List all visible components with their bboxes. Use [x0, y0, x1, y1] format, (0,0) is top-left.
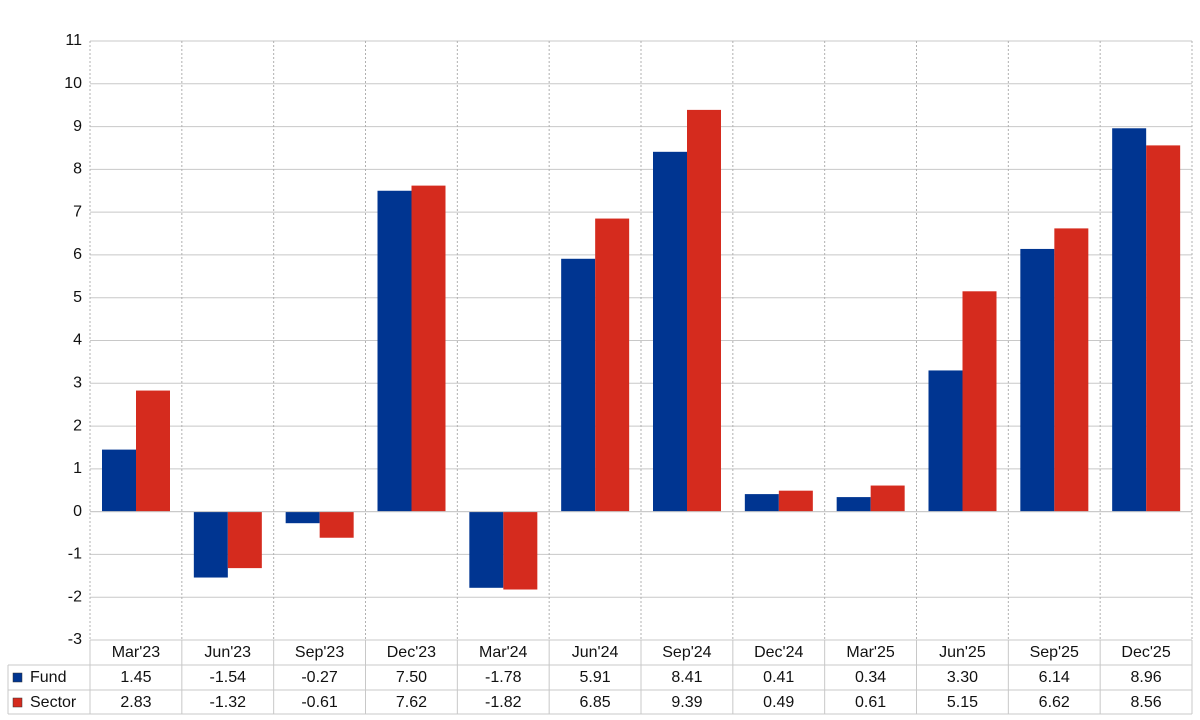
y-tick-label: 7 [73, 203, 82, 220]
bar [653, 151, 687, 512]
x-tick-label: Mar'23 [112, 644, 161, 661]
y-tick-label: 8 [73, 161, 82, 178]
x-tick-label: Dec'25 [1121, 644, 1170, 661]
table-value: 3.30 [947, 669, 978, 686]
table-value: 6.14 [1039, 669, 1070, 686]
table-value: 0.61 [855, 694, 886, 711]
bar [870, 485, 905, 512]
x-tick-label: Sep'25 [1030, 644, 1079, 661]
x-tick-label: Dec'23 [387, 644, 436, 661]
table-value: -1.54 [210, 669, 247, 686]
bar [962, 291, 997, 512]
table-value: -0.27 [301, 669, 338, 686]
x-tick-label: Mar'25 [846, 644, 895, 661]
bar [136, 390, 170, 512]
y-tick-label: 9 [73, 118, 82, 135]
y-tick-label: 5 [73, 289, 82, 306]
bar [561, 258, 596, 512]
table-value: 5.15 [947, 694, 978, 711]
y-tick-label: 6 [73, 246, 82, 263]
table-value: -1.32 [210, 694, 247, 711]
bar [1112, 128, 1147, 512]
table-value: 7.62 [396, 694, 427, 711]
bar [377, 190, 412, 512]
y-tick-label: 10 [64, 75, 82, 92]
legend-swatch [12, 697, 23, 708]
y-tick-label: -2 [68, 588, 82, 605]
table-value: 0.49 [763, 694, 794, 711]
bar [227, 511, 262, 569]
table-value: 0.41 [763, 669, 794, 686]
table-value: 2.83 [120, 694, 151, 711]
table-value: 8.56 [1131, 694, 1162, 711]
legend-label: Sector [30, 694, 77, 711]
bar [193, 511, 228, 578]
table-value: 6.62 [1039, 694, 1070, 711]
bar [1020, 248, 1055, 512]
table-value: -1.82 [485, 694, 522, 711]
y-tick-label: 1 [73, 460, 82, 477]
y-tick-label: 2 [73, 417, 82, 434]
table-value: 8.41 [671, 669, 702, 686]
table-value: 6.85 [580, 694, 611, 711]
bar [503, 511, 538, 590]
table-value: 9.39 [671, 694, 702, 711]
x-tick-label: Jun'23 [204, 644, 251, 661]
bar [411, 185, 446, 512]
table-value: 8.96 [1131, 669, 1162, 686]
bar [1054, 228, 1089, 512]
bar [836, 497, 871, 512]
bar [778, 490, 813, 512]
bar [744, 494, 779, 512]
bar [595, 218, 630, 512]
y-tick-label: -1 [68, 546, 82, 563]
table-value: 7.50 [396, 669, 427, 686]
bar [319, 511, 354, 538]
x-tick-label: Sep'24 [662, 644, 711, 661]
x-tick-label: Jun'24 [572, 644, 619, 661]
x-tick-label: Mar'24 [479, 644, 528, 661]
y-tick-label: 4 [73, 332, 82, 349]
y-tick-label: 11 [65, 32, 82, 49]
legend-swatch [12, 672, 23, 683]
bar [1146, 145, 1181, 512]
bar [928, 370, 963, 512]
x-tick-label: Jun'25 [939, 644, 986, 661]
y-tick-label: 3 [73, 375, 82, 392]
bar [469, 511, 504, 588]
table-value: 5.91 [580, 669, 611, 686]
table-value: -0.61 [301, 694, 338, 711]
table-value: 1.45 [120, 669, 151, 686]
bar [102, 449, 136, 512]
bar [285, 511, 320, 524]
x-tick-label: Dec'24 [754, 644, 803, 661]
bar [687, 109, 721, 512]
legend-label: Fund [30, 669, 66, 686]
y-tick-label: -3 [68, 631, 82, 648]
table-value: -1.78 [485, 669, 522, 686]
x-tick-label: Sep'23 [295, 644, 344, 661]
table-value: 0.34 [855, 669, 886, 686]
y-tick-label: 0 [73, 503, 82, 520]
